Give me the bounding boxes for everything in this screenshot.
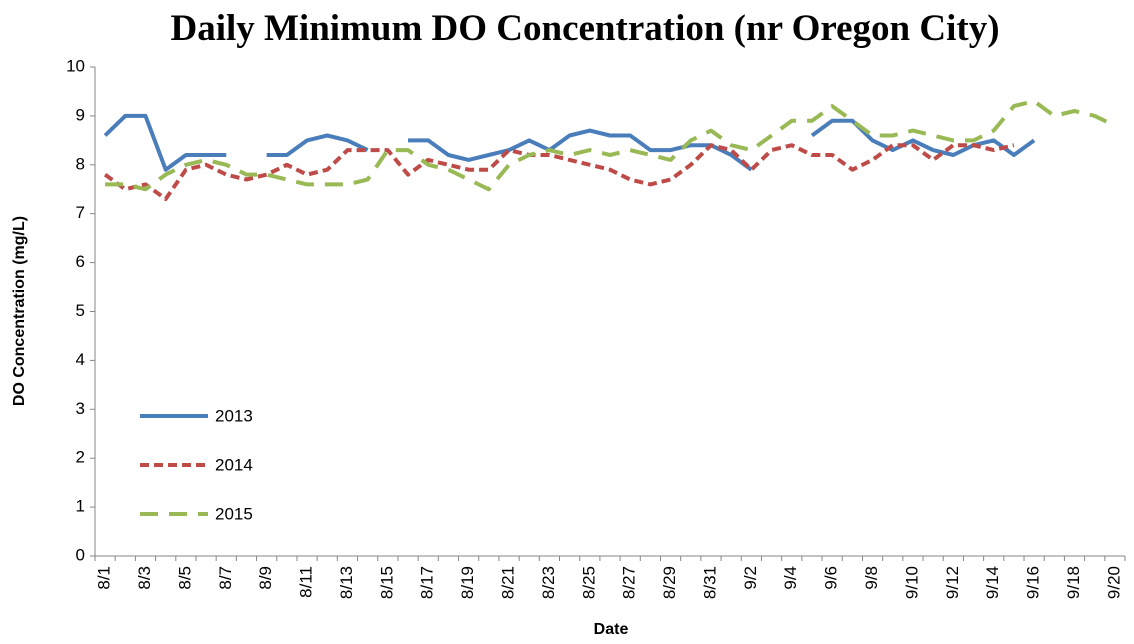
- y-axis-title: DO Concentration (mg/L): [11, 216, 28, 406]
- series-line: [103, 113, 1036, 172]
- legend-label: 2013: [215, 406, 253, 425]
- x-tick-label: 8/31: [700, 566, 719, 599]
- x-tick-label: 8/15: [377, 566, 396, 599]
- y-tick-label: 0: [76, 545, 85, 564]
- x-tick-label: 9/12: [943, 566, 962, 599]
- x-tick-label: 9/10: [902, 566, 921, 599]
- legend-label: 2015: [215, 504, 253, 523]
- x-tick-label: 9/18: [1064, 566, 1083, 599]
- x-tick-label: 8/19: [458, 566, 477, 599]
- y-tick-label: 7: [76, 203, 85, 222]
- x-tick-label: 9/2: [741, 566, 760, 590]
- x-tick-label: 8/17: [418, 566, 437, 599]
- x-tick-label: 8/29: [660, 566, 679, 599]
- x-tick-label: 8/27: [620, 566, 639, 599]
- x-tick-label: 9/16: [1024, 566, 1043, 599]
- y-tick-label: 4: [76, 350, 85, 369]
- y-tick-label: 10: [66, 56, 85, 75]
- x-tick-label: 8/1: [95, 566, 114, 590]
- legend-label: 2014: [215, 455, 253, 474]
- y-tick-label: 9: [76, 105, 85, 124]
- x-tick-label: 9/8: [862, 566, 881, 590]
- x-tick-label: 8/9: [256, 566, 275, 590]
- x-tick-label: 8/21: [499, 566, 518, 599]
- x-tick-label: 8/3: [135, 566, 154, 590]
- y-tick-label: 8: [76, 154, 85, 173]
- x-tick-label: 8/23: [539, 566, 558, 599]
- x-tick-label: 8/7: [216, 566, 235, 590]
- chart-title: Daily Minimum DO Concentration (nr Orego…: [170, 8, 1000, 49]
- series-line: [103, 143, 1015, 201]
- y-tick-label: 6: [76, 252, 85, 271]
- x-tick-label: 9/20: [1104, 566, 1123, 599]
- x-tick-label: 8/25: [579, 566, 598, 599]
- y-tick-label: 1: [76, 497, 85, 516]
- x-tick-label: 9/4: [781, 566, 800, 590]
- x-tick-label: 8/11: [297, 566, 316, 598]
- x-tick-label: 8/5: [175, 566, 194, 590]
- x-tick-label: 9/14: [983, 566, 1002, 599]
- y-tick-label: 3: [76, 399, 85, 418]
- x-tick-label: 9/6: [822, 566, 841, 590]
- x-axis-title: Date: [594, 621, 629, 638]
- series-line: [105, 99, 1116, 192]
- x-tick-label: 8/13: [337, 566, 356, 599]
- y-tick-label: 2: [76, 448, 85, 467]
- y-tick-label: 5: [76, 301, 85, 320]
